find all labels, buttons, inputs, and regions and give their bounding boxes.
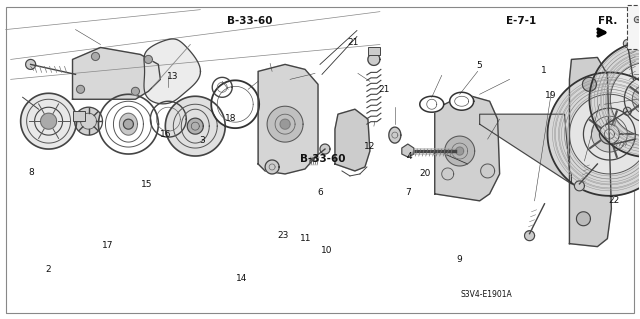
- Polygon shape: [26, 59, 36, 70]
- Polygon shape: [445, 136, 475, 166]
- Text: 7: 7: [405, 188, 411, 197]
- Polygon shape: [99, 94, 158, 154]
- Polygon shape: [280, 119, 290, 129]
- Text: FR.: FR.: [598, 16, 617, 26]
- Text: 14: 14: [236, 274, 248, 283]
- Polygon shape: [267, 106, 303, 142]
- Polygon shape: [632, 84, 640, 114]
- Polygon shape: [525, 231, 534, 241]
- Polygon shape: [124, 119, 133, 129]
- Polygon shape: [211, 80, 259, 128]
- Text: 12: 12: [364, 142, 376, 151]
- Polygon shape: [456, 147, 464, 155]
- Polygon shape: [40, 113, 56, 129]
- Polygon shape: [368, 54, 380, 65]
- Polygon shape: [77, 85, 84, 93]
- Polygon shape: [402, 144, 414, 157]
- Text: 22: 22: [608, 196, 620, 205]
- Polygon shape: [265, 160, 279, 174]
- Text: 4: 4: [406, 152, 412, 161]
- Text: E-7-1: E-7-1: [506, 16, 537, 26]
- Polygon shape: [600, 124, 620, 144]
- Polygon shape: [92, 52, 99, 60]
- Bar: [627, 5, 640, 49]
- Polygon shape: [442, 168, 454, 180]
- Text: 3: 3: [199, 136, 205, 145]
- Text: 11: 11: [300, 234, 312, 243]
- Polygon shape: [188, 118, 204, 134]
- Polygon shape: [335, 109, 370, 171]
- Polygon shape: [481, 164, 495, 178]
- Text: 21: 21: [348, 38, 359, 47]
- Text: 9: 9: [456, 255, 462, 264]
- Text: B-33-60: B-33-60: [300, 154, 345, 165]
- Polygon shape: [582, 78, 596, 91]
- Polygon shape: [589, 41, 640, 157]
- Polygon shape: [591, 116, 627, 152]
- Polygon shape: [639, 91, 640, 107]
- Text: S3V4-E1901A: S3V4-E1901A: [460, 290, 512, 299]
- Text: 23: 23: [277, 231, 289, 240]
- Polygon shape: [150, 101, 186, 137]
- Polygon shape: [570, 94, 640, 174]
- Polygon shape: [145, 56, 152, 63]
- Polygon shape: [131, 87, 140, 95]
- Polygon shape: [72, 48, 161, 99]
- Text: 17: 17: [102, 241, 114, 250]
- Polygon shape: [144, 39, 200, 104]
- Polygon shape: [435, 94, 500, 201]
- Text: 1: 1: [541, 66, 547, 75]
- Text: 10: 10: [321, 246, 332, 255]
- Polygon shape: [450, 92, 474, 110]
- Polygon shape: [623, 107, 631, 115]
- Text: 18: 18: [225, 114, 236, 123]
- Text: 6: 6: [317, 188, 323, 197]
- Text: 15: 15: [141, 181, 152, 189]
- Polygon shape: [420, 96, 444, 112]
- Polygon shape: [320, 144, 330, 154]
- Polygon shape: [479, 114, 572, 184]
- Text: 20: 20: [420, 169, 431, 178]
- Text: B-33-60: B-33-60: [227, 16, 273, 26]
- Text: 16: 16: [160, 130, 172, 138]
- Text: 21: 21: [378, 85, 390, 94]
- Text: 19: 19: [545, 92, 557, 100]
- Polygon shape: [20, 93, 77, 149]
- Polygon shape: [165, 96, 225, 156]
- Polygon shape: [548, 72, 640, 196]
- Text: 5: 5: [477, 61, 483, 70]
- Polygon shape: [575, 181, 584, 191]
- Polygon shape: [623, 40, 631, 48]
- Polygon shape: [258, 64, 318, 174]
- Polygon shape: [74, 107, 102, 135]
- Polygon shape: [570, 57, 611, 247]
- Text: 13: 13: [168, 72, 179, 81]
- Polygon shape: [634, 17, 640, 23]
- Bar: [368, 48, 380, 56]
- Bar: [72, 111, 84, 121]
- Polygon shape: [577, 212, 591, 226]
- Text: 8: 8: [28, 168, 34, 177]
- Polygon shape: [212, 78, 232, 97]
- Polygon shape: [611, 63, 640, 136]
- Text: 2: 2: [46, 264, 51, 274]
- Polygon shape: [120, 113, 138, 135]
- Polygon shape: [389, 127, 401, 143]
